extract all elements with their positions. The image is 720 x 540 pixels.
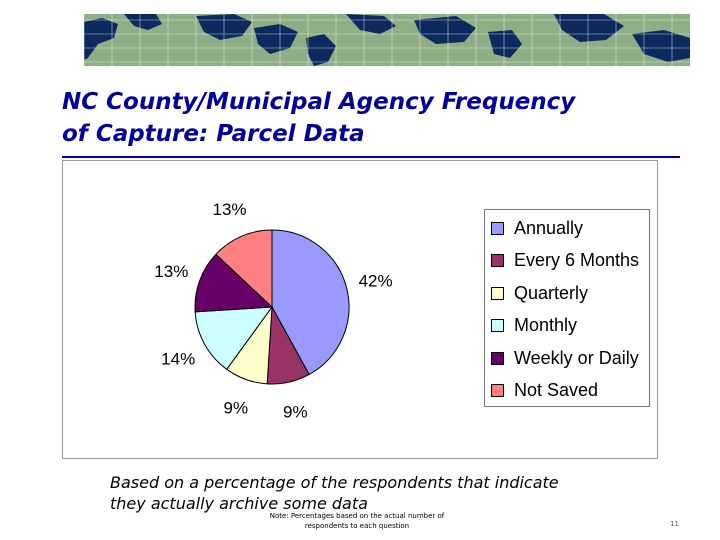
- legend-swatch: [491, 319, 504, 332]
- continent-shape: [414, 16, 476, 44]
- footnote: Note: Percentages based on the actual nu…: [269, 512, 445, 530]
- pie-label-not-saved: 13%: [212, 200, 246, 219]
- slide-note: Based on a percentage of the respondents…: [110, 473, 559, 513]
- pie-label-weekly-or-daily: 13%: [154, 262, 188, 281]
- continent-shape: [254, 24, 298, 54]
- legend-item-annually: Annually: [491, 216, 583, 240]
- continent-shape: [346, 14, 396, 34]
- world-map-banner: [84, 14, 690, 66]
- legend-item-monthly: Monthly: [491, 314, 577, 338]
- legend-swatch: [491, 384, 504, 397]
- page-number: 11: [670, 520, 679, 528]
- continent-shape: [554, 14, 624, 42]
- slide-title: NC County/Municipal Agency Frequency of …: [62, 89, 576, 147]
- pie-slice-not-saved: [215, 229, 273, 309]
- pie-label-every-6-months: 9%: [283, 402, 308, 421]
- continent-shape: [488, 30, 522, 58]
- pie-slice-annually: [271, 229, 350, 376]
- legend-item-quarterly: Quarterly: [491, 281, 588, 305]
- pie-slice-weekly-or-daily: [194, 253, 274, 313]
- title-underline: [62, 156, 680, 158]
- legend-label: Not Saved: [514, 380, 599, 400]
- legend-label: Monthly: [514, 315, 578, 335]
- pie-label-quarterly: 9%: [224, 399, 249, 418]
- pie-slice-monthly: [194, 306, 274, 370]
- legend-label: Annually: [514, 217, 584, 238]
- legend-label: Every 6 Months: [514, 250, 640, 270]
- legend-swatch: [491, 221, 504, 235]
- continent-shape: [632, 30, 690, 62]
- legend-swatch: [491, 286, 504, 300]
- legend-item-not-saved: Not Saved: [491, 379, 598, 403]
- continent-shape: [84, 18, 118, 60]
- pie-label-annually: 42%: [359, 271, 393, 290]
- legend-label: Quarterly: [514, 282, 589, 303]
- world-map-image: [84, 14, 690, 66]
- continent-shape: [306, 34, 336, 66]
- legend-swatch: [491, 254, 504, 267]
- legend-label: Weekly or Daily: [514, 347, 639, 368]
- pie-label-monthly: 14%: [161, 350, 195, 369]
- legend-item-every-6-months: Every 6 Months: [491, 249, 639, 273]
- continent-shape: [124, 14, 162, 30]
- legend-item-weekly-or-daily: Weekly or Daily: [491, 346, 639, 370]
- legend-swatch: [491, 351, 504, 365]
- pie-chart: 42% 9% 9% 14% 13% 13%: [154, 200, 393, 422]
- chart-legend: Annually Every 6 Months Quarterly Monthly We…: [484, 209, 650, 407]
